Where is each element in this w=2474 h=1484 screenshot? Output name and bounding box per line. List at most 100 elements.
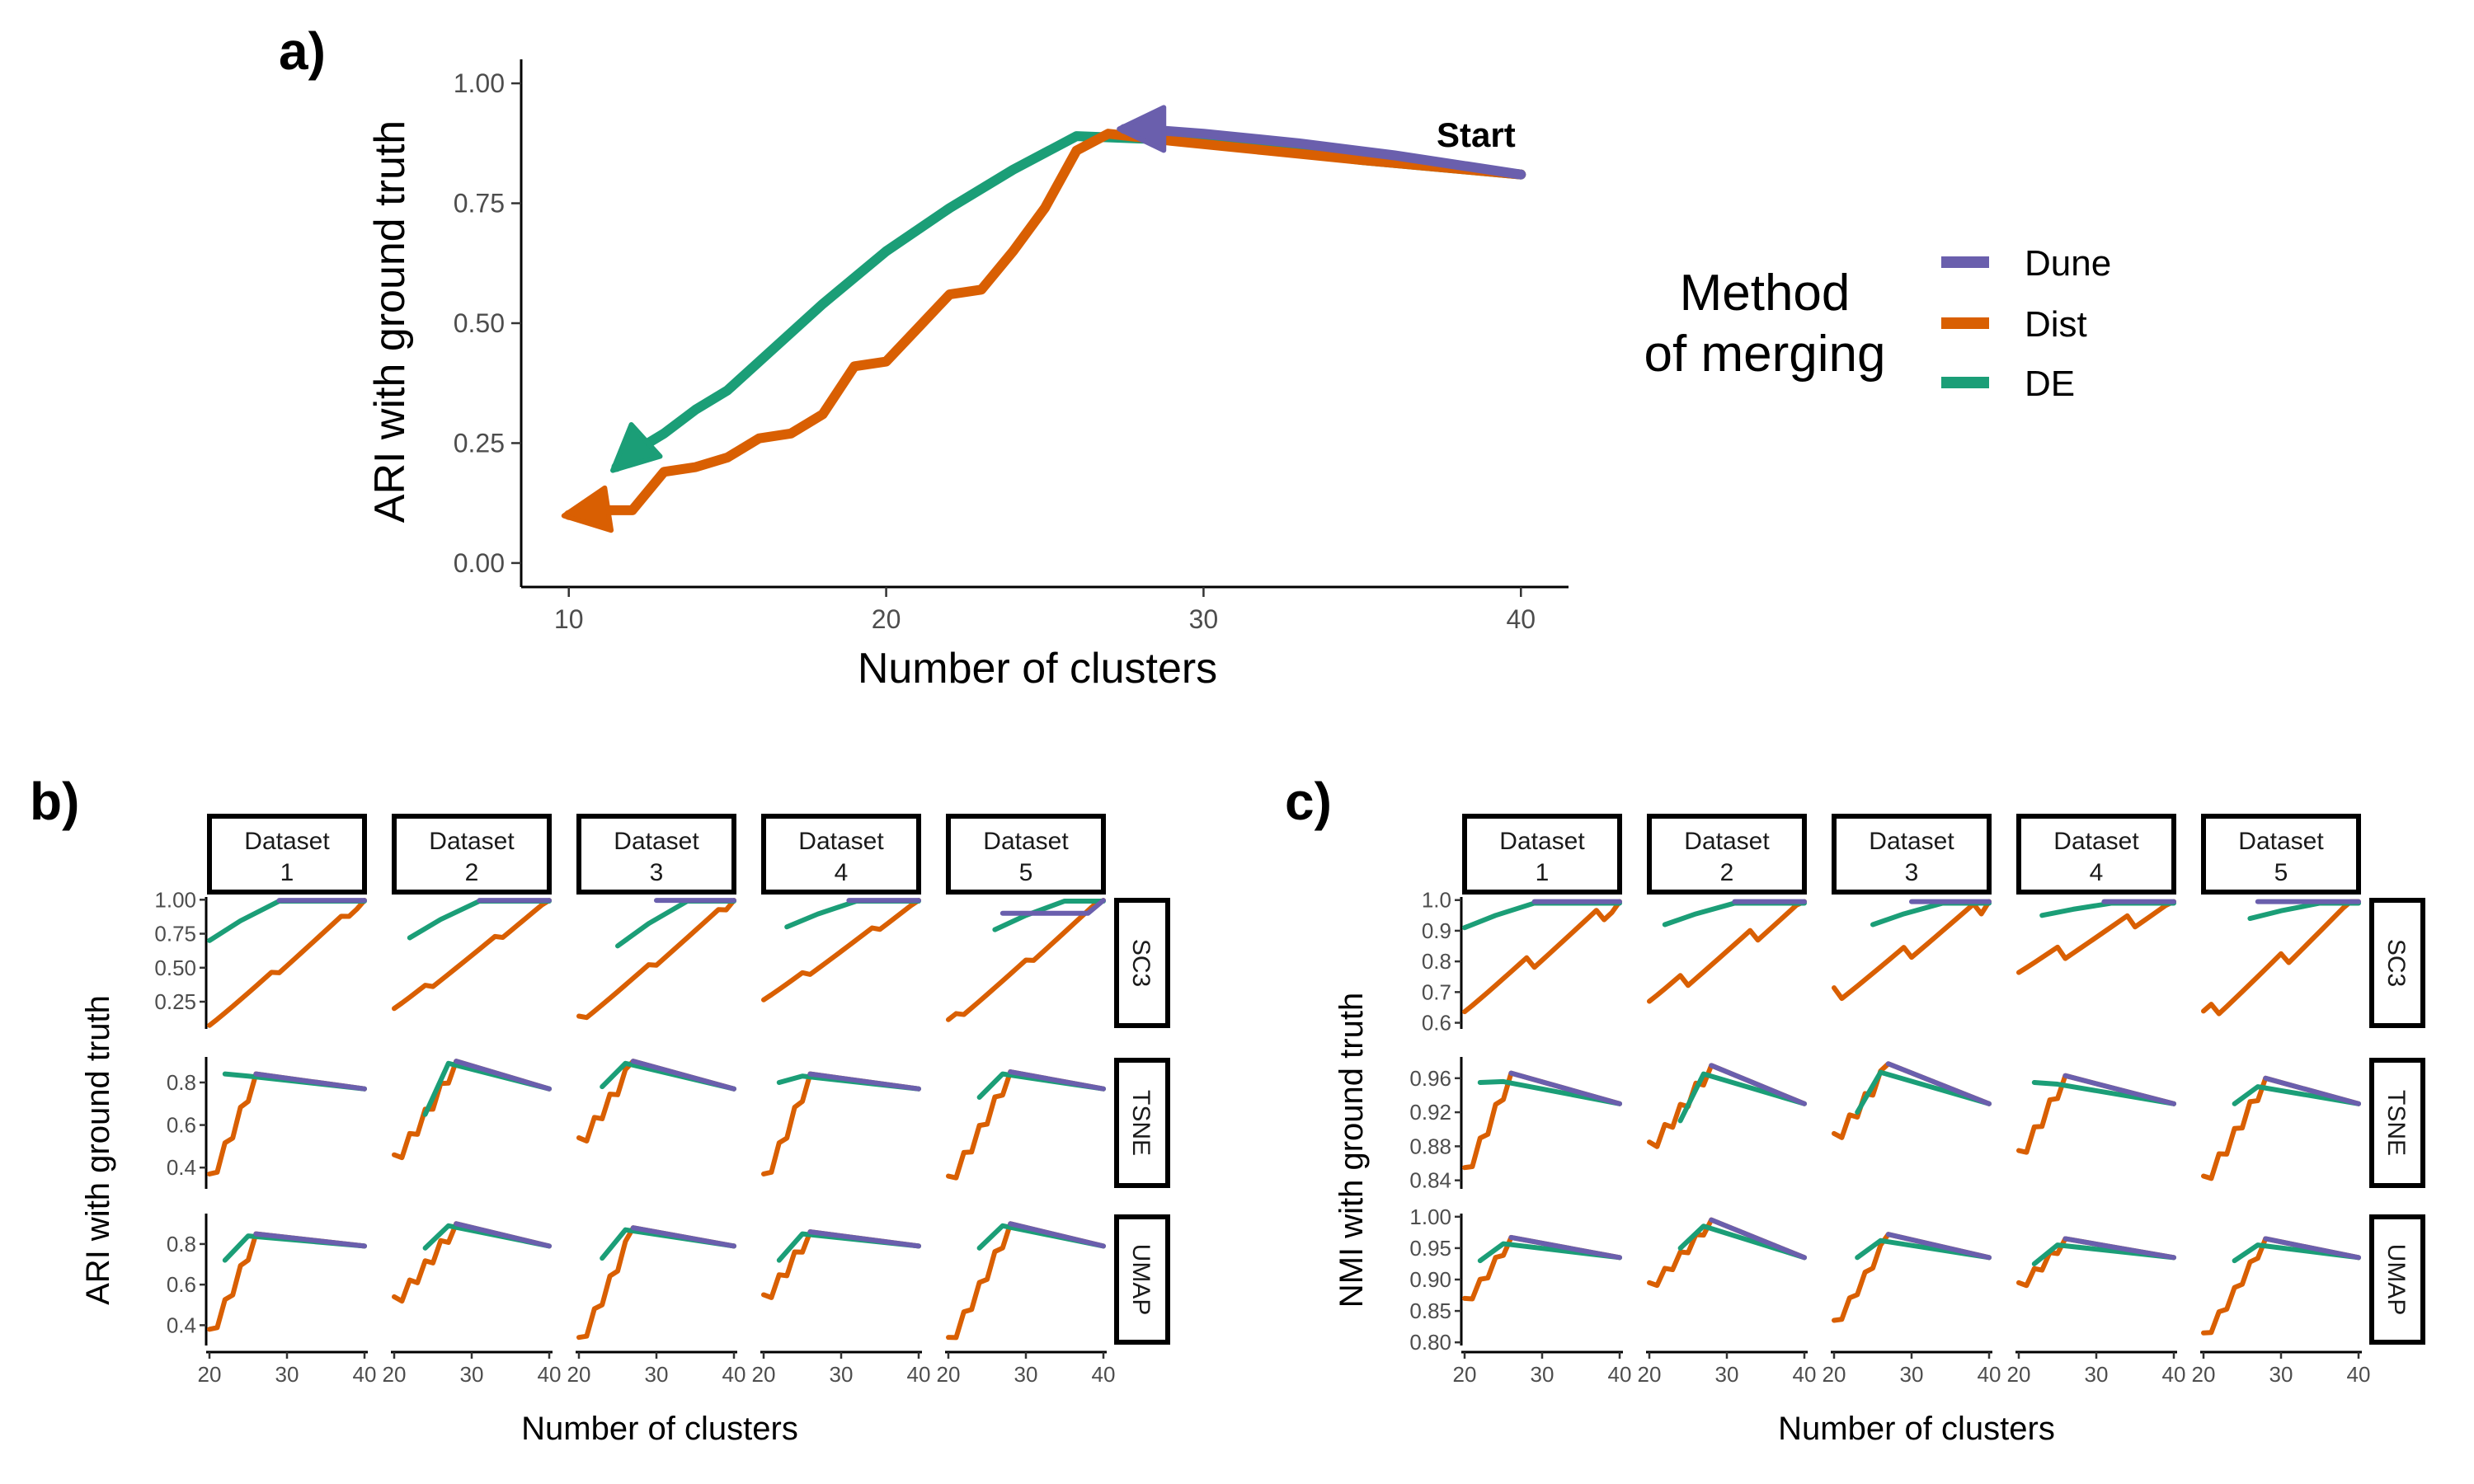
facet-line-dist [1462, 1234, 1622, 1302]
facet-x-tick-label: 30 [1531, 1362, 1554, 1387]
facet-line-de [2031, 1242, 2176, 1266]
panel-a-x-tick-label: 30 [1189, 604, 1219, 634]
strip-label: 2 [1720, 859, 1734, 886]
facet-line-dist [946, 1221, 1106, 1341]
facet-y-tick-label: 0.4 [167, 1313, 196, 1337]
series-line-de [611, 131, 1526, 472]
facet-y-tick-label: 0.8 [1422, 949, 1451, 974]
facet-x-tick-label: 20 [937, 1362, 961, 1387]
facet-y-tick-label: 0.95 [1409, 1236, 1451, 1261]
panel-c-facets: Dataset 1 Dataset 2 Dataset 3 Dataset 4 Dataset 5… [1409, 814, 2425, 1387]
panel-c-label: c) [1285, 772, 1332, 831]
strip-label: Dataset [244, 828, 330, 855]
facet-x-tick-label: 30 [275, 1362, 299, 1387]
strip-label: Dataset [798, 828, 884, 855]
panel-b-x-axis-title: Number of clusters [521, 1411, 798, 1447]
facet-x-tick-label: 20 [1823, 1362, 1846, 1387]
facet-line-dist [576, 898, 736, 1021]
strip-label: 1 [280, 859, 294, 886]
facet-line-de [2232, 1242, 2361, 1264]
facet-line-dist [2016, 1073, 2176, 1155]
facet-line-de [1477, 1078, 1622, 1106]
panel-b-y-axis-title: ARI with ground truth [80, 995, 116, 1305]
panel-a-y-tick-label: 0.00 [454, 548, 505, 578]
panel-a-plot: 0.00 0.25 0.50 0.75 1.00 10 20 30 40 [454, 59, 1569, 634]
facet-y-tick-label: 0.50 [154, 956, 196, 980]
facet-line-dist [761, 1071, 921, 1176]
facet-line-de [1462, 900, 1622, 931]
start-annotation: Start [1437, 115, 1516, 154]
facet-x-tick-label: 20 [198, 1362, 222, 1387]
facet-line-de [2232, 1084, 2361, 1106]
arrowhead-de [610, 422, 663, 473]
panel-b-label: b) [30, 772, 79, 831]
legend-label-dist: Dist [2025, 304, 2087, 345]
facet-x-tick-label: 30 [2085, 1362, 2109, 1387]
panel-a-x-tick-label: 20 [872, 604, 901, 634]
row-strip-tsne [1114, 1058, 1170, 1188]
facet-line-dist [1462, 1070, 1622, 1171]
panel-b-facets: Dataset 1 Dataset 2 Dataset 3 Dataset 4 Dataset 5… [154, 814, 1170, 1387]
panel-a-x-tick-label: 40 [1506, 604, 1536, 634]
facet-x-tick-label: 40 [907, 1362, 931, 1387]
facet-line-de [1677, 1223, 1807, 1261]
facet-line-dune [630, 1059, 736, 1092]
facet-y-tick-label: 0.75 [154, 922, 196, 946]
facet-y-tick-label: 0.96 [1409, 1066, 1451, 1091]
panel-c-x-axis-title: Number of clusters [1778, 1411, 2055, 1447]
facet-line-de [1677, 1071, 1807, 1124]
facet-line-dune [2263, 1075, 2361, 1106]
strip-label: 2 [465, 859, 479, 886]
facet-line-dune [2263, 1236, 2361, 1261]
facet-y-tick-label: 0.25 [154, 989, 196, 1014]
facet-line-de [1477, 1241, 1622, 1264]
strip-label: 5 [2274, 859, 2288, 886]
facet-line-dist [2201, 1236, 2361, 1336]
facet-line-dune [1008, 1221, 1106, 1249]
panel-a-y-tick-label: 0.50 [454, 308, 505, 338]
facet-line-de [1855, 1069, 1992, 1115]
facet-line-de [1855, 1237, 1992, 1261]
strip-label: 1 [1536, 859, 1550, 886]
row-strip-label: UMAP [1127, 1244, 1155, 1316]
facet-x-tick-label: 20 [383, 1362, 407, 1387]
strip-label: Dataset [429, 828, 515, 855]
facet-x-tick-label: 30 [1715, 1362, 1739, 1387]
facet-line-dist [946, 1069, 1106, 1181]
strip-label: 4 [2090, 859, 2104, 886]
facet-line-de [207, 898, 367, 943]
row-strip-sc3 [2369, 898, 2425, 1028]
facet-line-dune [807, 1071, 921, 1092]
facet-line-dist [1647, 899, 1807, 1004]
strip-label: Dataset [1684, 828, 1770, 855]
facet-line-dune [630, 1225, 736, 1249]
facet-line-dune [2062, 1073, 2176, 1106]
facet-line-dist [207, 898, 367, 1028]
legend-label-dune: Dune [2025, 243, 2111, 284]
facet-line-de [2031, 1079, 2176, 1106]
facet-line-dist [1832, 899, 1992, 1002]
legend-title-line1: Method [1680, 265, 1851, 322]
facet-line-dune [1885, 1232, 1992, 1261]
facet-line-dune [454, 1059, 552, 1092]
facet-x-tick-label: 40 [2347, 1362, 2371, 1387]
panel-a-y-tick-label: 1.00 [454, 68, 505, 98]
facet-x-tick-label: 20 [1453, 1362, 1477, 1387]
facet-x-tick-label: 40 [1092, 1362, 1116, 1387]
facet-x-tick-label: 20 [567, 1362, 591, 1387]
facet-line-dist [207, 1231, 367, 1332]
facet-line-de [992, 898, 1106, 932]
facet-y-tick-label: 0.6 [167, 1272, 196, 1297]
arrowhead-dist [561, 485, 614, 533]
facet-x-tick-label: 30 [2269, 1362, 2293, 1387]
strip-label: 4 [835, 859, 849, 886]
facet-line-dune [253, 1231, 367, 1249]
facet-y-tick-label: 0.7 [1422, 979, 1451, 1004]
facet-line-dune [1008, 1069, 1106, 1092]
facet-line-dune [2062, 1236, 2176, 1261]
facet-x-tick-label: 30 [645, 1362, 669, 1387]
facet-x-tick-label: 40 [1793, 1362, 1817, 1387]
facet-line-dist [2201, 1075, 2361, 1181]
strip-label: Dataset [2053, 828, 2139, 855]
strip-label: 5 [1019, 859, 1033, 886]
